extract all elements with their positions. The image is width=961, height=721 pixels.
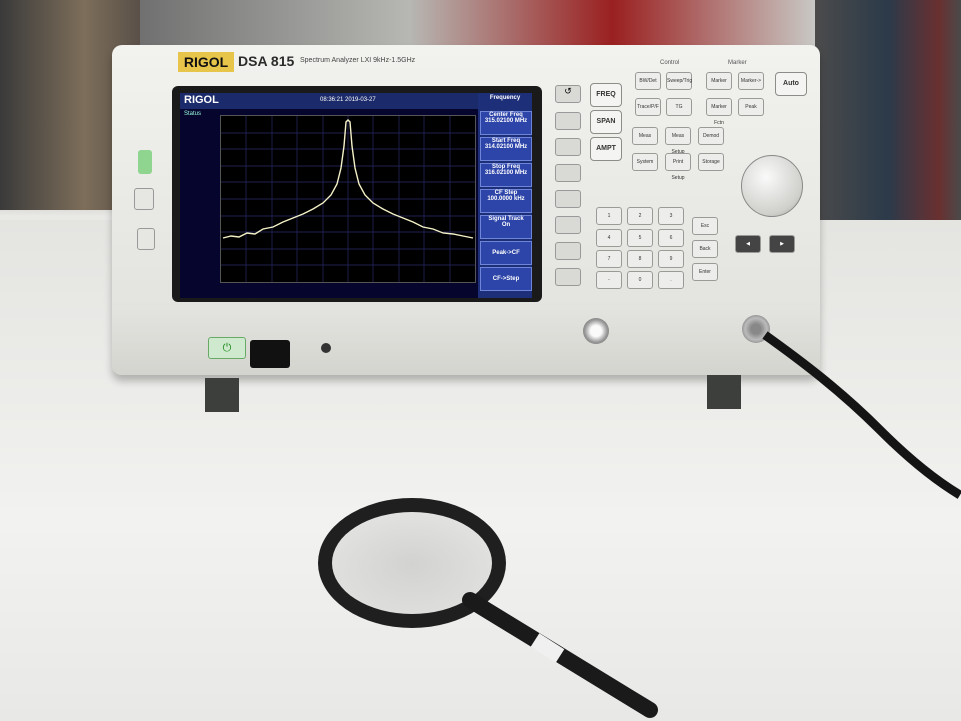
menu-cf-step[interactable]: CF Step 100.0000 kHz xyxy=(480,189,532,213)
spectrum-plot xyxy=(220,115,476,283)
key-1[interactable]: 1 xyxy=(596,207,622,225)
print-setup-button[interactable]: Print Setup xyxy=(665,153,691,181)
spectrum-trace xyxy=(221,116,475,282)
softkey-2[interactable] xyxy=(555,138,581,156)
softkey-6[interactable] xyxy=(555,242,581,260)
softkey-5[interactable] xyxy=(555,216,581,234)
control-label: Control xyxy=(660,60,680,66)
key-2[interactable]: 2 xyxy=(627,207,653,225)
softkey-3[interactable] xyxy=(555,164,581,182)
return-button[interactable]: ↺ xyxy=(555,85,581,103)
return-icon: ↺ xyxy=(564,86,572,96)
key-5[interactable]: 5 xyxy=(627,229,653,247)
marker-fctn-button[interactable]: Marker Fctn xyxy=(706,98,732,126)
screen-datetime: 08:36:21 2019-03-27 xyxy=(320,97,376,103)
probe-cable xyxy=(762,331,961,499)
menu-value: 316.02100 MHz xyxy=(484,170,528,176)
rf-input-connector xyxy=(583,318,609,344)
marker-to-button[interactable]: Marker-> xyxy=(738,72,764,90)
key-4[interactable]: 4 xyxy=(596,229,622,247)
ampt-button[interactable]: AMPT xyxy=(590,137,622,161)
power-button[interactable]: ⏻ xyxy=(208,337,246,359)
arrow-right-button[interactable]: ▶ xyxy=(769,235,795,253)
screen-topbar: RIGOL 08:36:21 2019-03-27 xyxy=(180,93,532,109)
key-9[interactable]: 9 xyxy=(658,250,684,268)
model-subtitle: Spectrum Analyzer LXI 9kHz-1.5GHz xyxy=(300,57,416,64)
model-name: DSA 815 xyxy=(238,53,295,69)
marker-button[interactable]: Marker xyxy=(706,72,732,90)
usb-dongle xyxy=(250,340,290,368)
bw-det-button[interactable]: BW/Det xyxy=(635,72,661,90)
key-7[interactable]: 7 xyxy=(596,250,622,268)
menu-center-freq[interactable]: Center Freq 315.02100 MHz xyxy=(480,111,532,135)
menu-label: Stop Freq xyxy=(492,164,520,170)
left-foot xyxy=(205,378,239,412)
arrow-left-button[interactable]: ◀ xyxy=(735,235,761,253)
key-6[interactable]: 6 xyxy=(658,229,684,247)
right-foot xyxy=(707,375,741,409)
esc-button[interactable]: Esc xyxy=(692,217,718,235)
demod-button[interactable]: Demod xyxy=(698,127,724,145)
menu-label: Center Freq xyxy=(489,112,523,118)
probe-handle xyxy=(462,592,658,718)
headphone-jack xyxy=(321,343,331,353)
key-minus[interactable]: - xyxy=(596,271,622,289)
brand-logo: RIGOL xyxy=(178,52,234,72)
usb-button[interactable] xyxy=(137,228,155,250)
menu-stop-freq[interactable]: Stop Freq 316.02100 MHz xyxy=(480,163,532,187)
menu-value: On xyxy=(501,222,511,228)
arrow-left-icon: ◀ xyxy=(746,241,750,247)
peak-button[interactable]: Peak xyxy=(738,98,764,116)
key-0[interactable]: 0 xyxy=(627,271,653,289)
screen-logo: RIGOL xyxy=(184,94,219,106)
meas-setup-button[interactable]: Meas Setup xyxy=(665,127,691,155)
tg-button[interactable]: TG xyxy=(666,98,692,116)
menu-label: Start Freq xyxy=(491,138,521,144)
menu-signal-track[interactable]: Signal Track On xyxy=(480,215,532,239)
storage-button[interactable]: Storage xyxy=(698,153,724,171)
preset-button[interactable] xyxy=(134,188,154,210)
trace-pf-button[interactable]: Trace/P/F xyxy=(635,98,661,116)
frequency-menu: Frequency Center Freq 315.02100 MHz Star… xyxy=(478,93,532,298)
brand-plate: RIGOL DSA 815 Spectrum Analyzer LXI 9kHz… xyxy=(178,52,428,74)
system-button[interactable]: System xyxy=(632,153,658,171)
arrow-right-icon: ▶ xyxy=(780,241,784,247)
softkey-4[interactable] xyxy=(555,190,581,208)
analyzer-screen: RIGOL 08:36:21 2019-03-27 Status Frequen… xyxy=(180,93,532,298)
auto-button[interactable]: Auto xyxy=(775,72,807,96)
sweep-trig-button[interactable]: Sweep/Trig xyxy=(666,72,692,90)
help-button[interactable] xyxy=(138,150,152,174)
key-dot[interactable]: . xyxy=(658,271,684,289)
key-3[interactable]: 3 xyxy=(658,207,684,225)
menu-cf-step-set[interactable]: CF->Step xyxy=(480,267,532,291)
rotary-knob[interactable] xyxy=(741,155,803,217)
menu-label: Signal Track xyxy=(488,216,524,222)
power-icon: ⏻ xyxy=(222,342,232,354)
menu-value: 315.02100 MHz xyxy=(484,118,528,124)
menu-title: Frequency xyxy=(480,95,530,109)
menu-value: 100.0000 kHz xyxy=(487,196,525,202)
workbench-shelf xyxy=(140,0,815,52)
softkey-7[interactable] xyxy=(555,268,581,286)
enter-button[interactable]: Enter xyxy=(692,263,718,281)
menu-start-freq[interactable]: Start Freq 314.02100 MHz xyxy=(480,137,532,161)
softkey-1[interactable] xyxy=(555,112,581,130)
screen-status-label: Status xyxy=(184,111,202,117)
menu-peak-cf[interactable]: Peak->CF xyxy=(480,241,532,265)
meas-button[interactable]: Meas xyxy=(632,127,658,145)
menu-value: 314.02100 MHz xyxy=(484,144,528,150)
marker-label: Marker xyxy=(728,60,747,66)
span-button[interactable]: SPAN xyxy=(590,110,622,134)
menu-label: CF Step xyxy=(494,190,518,196)
freq-button[interactable]: FREQ xyxy=(590,83,622,107)
back-button[interactable]: Back xyxy=(692,240,718,258)
key-8[interactable]: 8 xyxy=(627,250,653,268)
